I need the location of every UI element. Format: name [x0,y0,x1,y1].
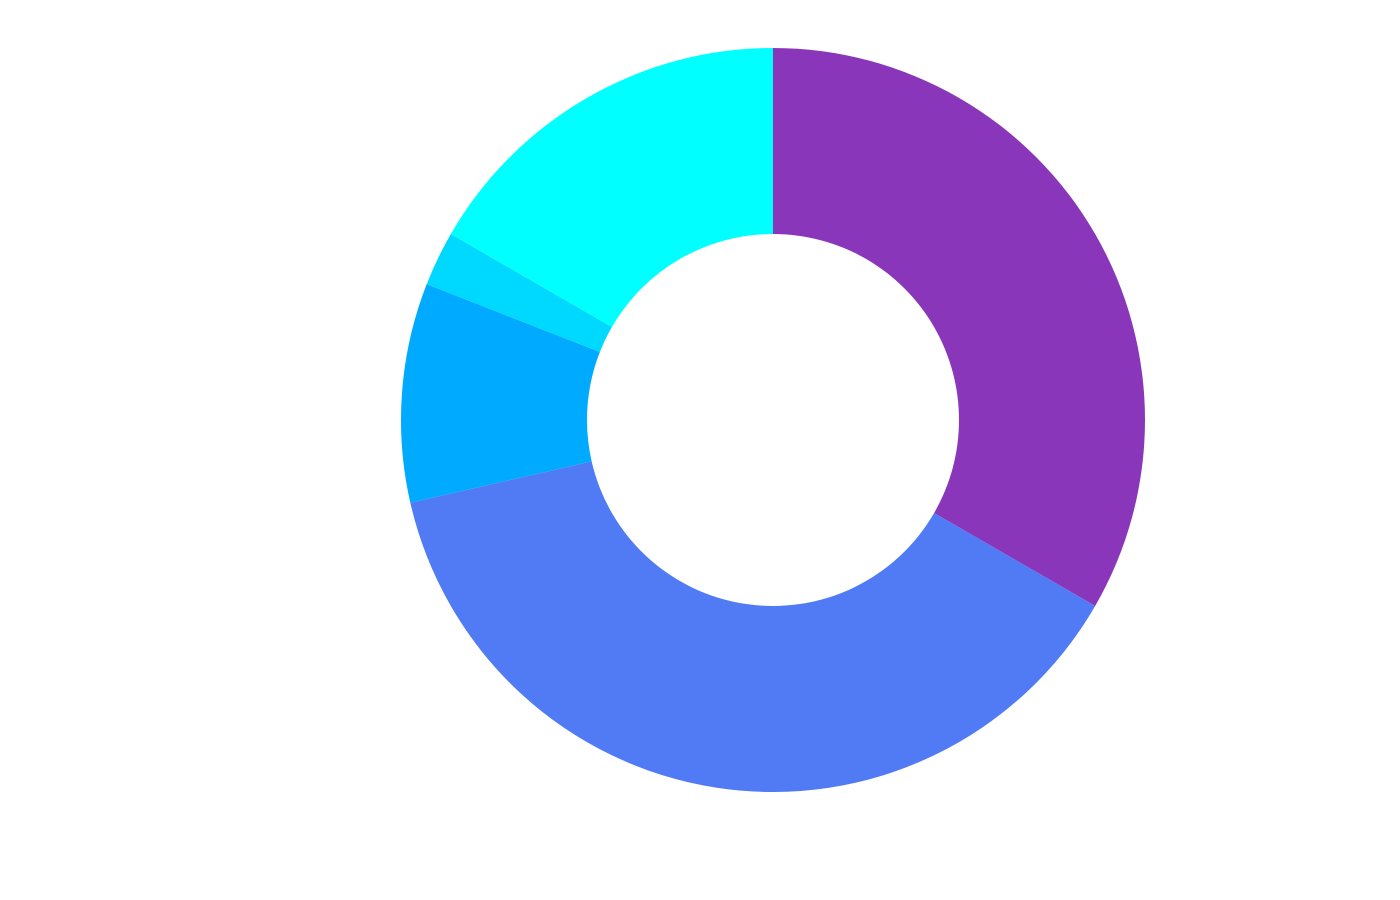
donut-slice-1 [773,48,1145,606]
donut-slice-5 [450,48,773,327]
donut-slice-3 [401,284,600,503]
slices-group [401,48,1145,793]
donut-slice-4 [426,234,612,353]
donut-slice-2 [410,461,1096,793]
